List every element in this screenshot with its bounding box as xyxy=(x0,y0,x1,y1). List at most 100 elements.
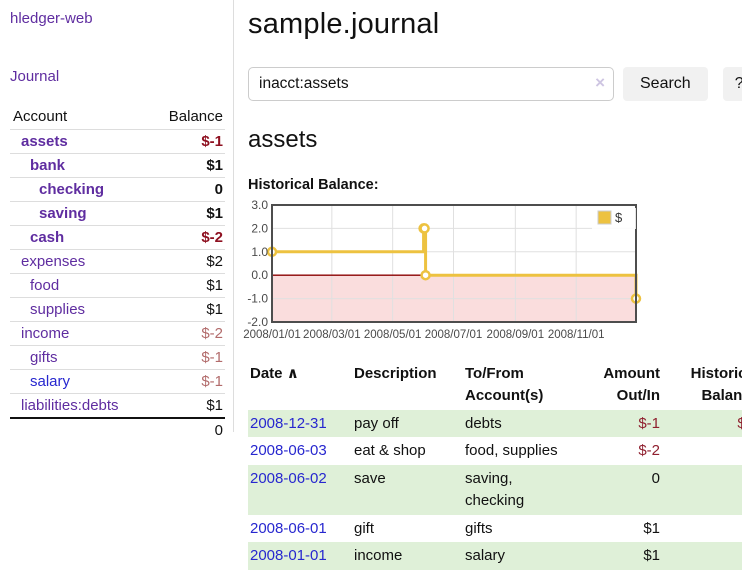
account-balance: $-1 xyxy=(150,369,225,394)
account-cell: supplies xyxy=(10,297,150,322)
transaction-row: 2008-06-03 eat & shop food, supplies $-20 xyxy=(248,437,742,465)
transaction-date-cell: 2008-01-01 xyxy=(248,542,352,570)
transaction-row: 2008-06-01 gift gifts $1$2 xyxy=(248,515,742,543)
page-title: sample.journal xyxy=(248,8,440,40)
transaction-amount: $1 xyxy=(643,547,660,565)
account-row: gifts $-1 xyxy=(10,345,225,370)
transaction-accounts: salary xyxy=(465,547,506,565)
account-cell: income xyxy=(10,321,150,346)
account-column-header: Account xyxy=(13,108,68,125)
account-balance: $1 xyxy=(150,201,225,226)
transaction-date-link[interactable]: 2008-12-31 xyxy=(250,414,327,432)
transaction-balance: $1 xyxy=(662,542,742,570)
transaction-amount: $-1 xyxy=(638,414,660,432)
account-cell: bank xyxy=(10,153,150,178)
account-cell: expenses xyxy=(10,249,150,274)
chart-border xyxy=(271,204,637,323)
sidebar-account-rows: assets $-1 bank $1 checking 0 saving $1 cash $-2 e… xyxy=(10,129,225,418)
account-link[interactable]: checking xyxy=(39,181,105,198)
transaction-amount: $1 xyxy=(643,519,660,537)
account-balance: $-1 xyxy=(150,129,225,154)
x-tick-label: 2008/11/01 xyxy=(548,329,605,341)
transaction-row: 2008-01-01 income salary $1$1 xyxy=(248,542,742,570)
account-link[interactable]: salary xyxy=(30,373,71,390)
account-row: saving $1 xyxy=(10,201,225,226)
clear-search-icon[interactable]: × xyxy=(595,73,605,92)
account-row: cash $-2 xyxy=(10,225,225,250)
data-point-marker[interactable] xyxy=(420,269,431,281)
transaction-accounts: gifts xyxy=(465,519,493,537)
search-button[interactable]: Search xyxy=(623,67,708,101)
sort-ascending-icon: ∧ xyxy=(286,365,299,382)
y-tick-label: -1.0 xyxy=(247,292,268,306)
account-balance: $1 xyxy=(150,297,225,322)
transaction-description: save xyxy=(354,470,386,487)
account-cell: liabilities:debts xyxy=(10,393,150,418)
legend-label: $ xyxy=(615,210,623,225)
transaction-date-link[interactable]: 2008-06-03 xyxy=(250,442,327,460)
transaction-amount: $-2 xyxy=(638,442,660,460)
help-button[interactable]: ? xyxy=(722,67,742,101)
account-link[interactable]: supplies xyxy=(30,301,86,318)
account-row: assets $-1 xyxy=(10,129,225,154)
sidebar-table-header-row: Account Balance xyxy=(10,105,225,130)
app-brand-link[interactable]: hledger-web xyxy=(10,10,93,27)
account-row: liabilities:debts $1 xyxy=(10,393,225,418)
transaction-date-cell: 2008-06-01 xyxy=(248,515,352,543)
account-cell: cash xyxy=(10,225,150,250)
x-tick-label: 2008/03/01 xyxy=(303,329,361,341)
chart-title: Historical Balance: xyxy=(248,177,379,193)
account-row: checking 0 xyxy=(10,177,225,202)
transaction-date-link[interactable]: 2008-01-01 xyxy=(250,547,327,565)
app: hledger-web Journal Account Balance asse… xyxy=(10,0,742,570)
sidebar-total-spacer xyxy=(10,417,150,442)
main-content: sample.journal × Search ? assets Histori… xyxy=(234,0,742,570)
account-link[interactable]: income xyxy=(21,325,70,342)
account-balance: $-1 xyxy=(150,345,225,370)
date-column-header[interactable]: Date ∧ xyxy=(248,361,352,410)
account-cell: checking xyxy=(10,177,150,202)
transaction-amount: 0 xyxy=(651,470,660,487)
sidebar-total-balance: 0 xyxy=(150,417,225,442)
account-link[interactable]: assets xyxy=(21,133,68,150)
y-tick-label: 1.0 xyxy=(251,245,268,259)
account-balance: $1 xyxy=(150,393,225,418)
y-tick-label: 3.0 xyxy=(251,198,268,212)
transaction-row: 2008-06-02 save saving,checking 0$2 xyxy=(248,465,742,515)
sidebar-journal-link[interactable]: Journal xyxy=(10,68,60,85)
transaction-accounts: saving, checking xyxy=(465,470,525,509)
account-link[interactable]: cash xyxy=(30,229,65,246)
account-link[interactable]: expenses xyxy=(21,253,86,270)
search-form: × Search ? xyxy=(248,67,742,101)
transaction-description: eat & shop xyxy=(354,442,426,460)
y-tick-label: 0.0 xyxy=(251,268,268,282)
register-header-row: Date ∧ Description To/From Account(s) Amo… xyxy=(248,361,742,410)
transaction-balance: 0 xyxy=(662,437,742,465)
account-link[interactable]: liabilities:debts xyxy=(21,397,119,414)
x-tick-label: 2008/09/01 xyxy=(487,329,545,341)
x-tick-label: 2008/07/01 xyxy=(425,329,483,341)
account-row: bank $1 xyxy=(10,153,225,178)
account-cell: salary xyxy=(10,369,150,394)
transaction-date-cell: 2008-12-31 xyxy=(248,410,352,438)
account-cell: gifts xyxy=(10,345,150,370)
account-balance: 0 xyxy=(150,177,225,202)
account-balance: $-2 xyxy=(150,321,225,346)
date-column-label: Date xyxy=(250,365,283,382)
account-link[interactable]: saving xyxy=(39,205,87,222)
transaction-balance: $2 xyxy=(662,465,742,515)
account-link[interactable]: gifts xyxy=(30,349,58,366)
account-row: supplies $1 xyxy=(10,297,225,322)
transaction-date-link[interactable]: 2008-06-02 xyxy=(250,470,327,487)
data-point-marker[interactable] xyxy=(419,223,430,234)
y-tick-label: 2.0 xyxy=(251,221,268,235)
account-balance: $-2 xyxy=(150,225,225,250)
account-row: food $1 xyxy=(10,273,225,298)
search-input[interactable] xyxy=(248,67,614,101)
description-column-header: Description xyxy=(354,365,437,382)
account-link[interactable]: food xyxy=(30,277,60,294)
transaction-date-link[interactable]: 2008-06-01 xyxy=(250,519,327,537)
account-link[interactable]: bank xyxy=(30,157,66,174)
